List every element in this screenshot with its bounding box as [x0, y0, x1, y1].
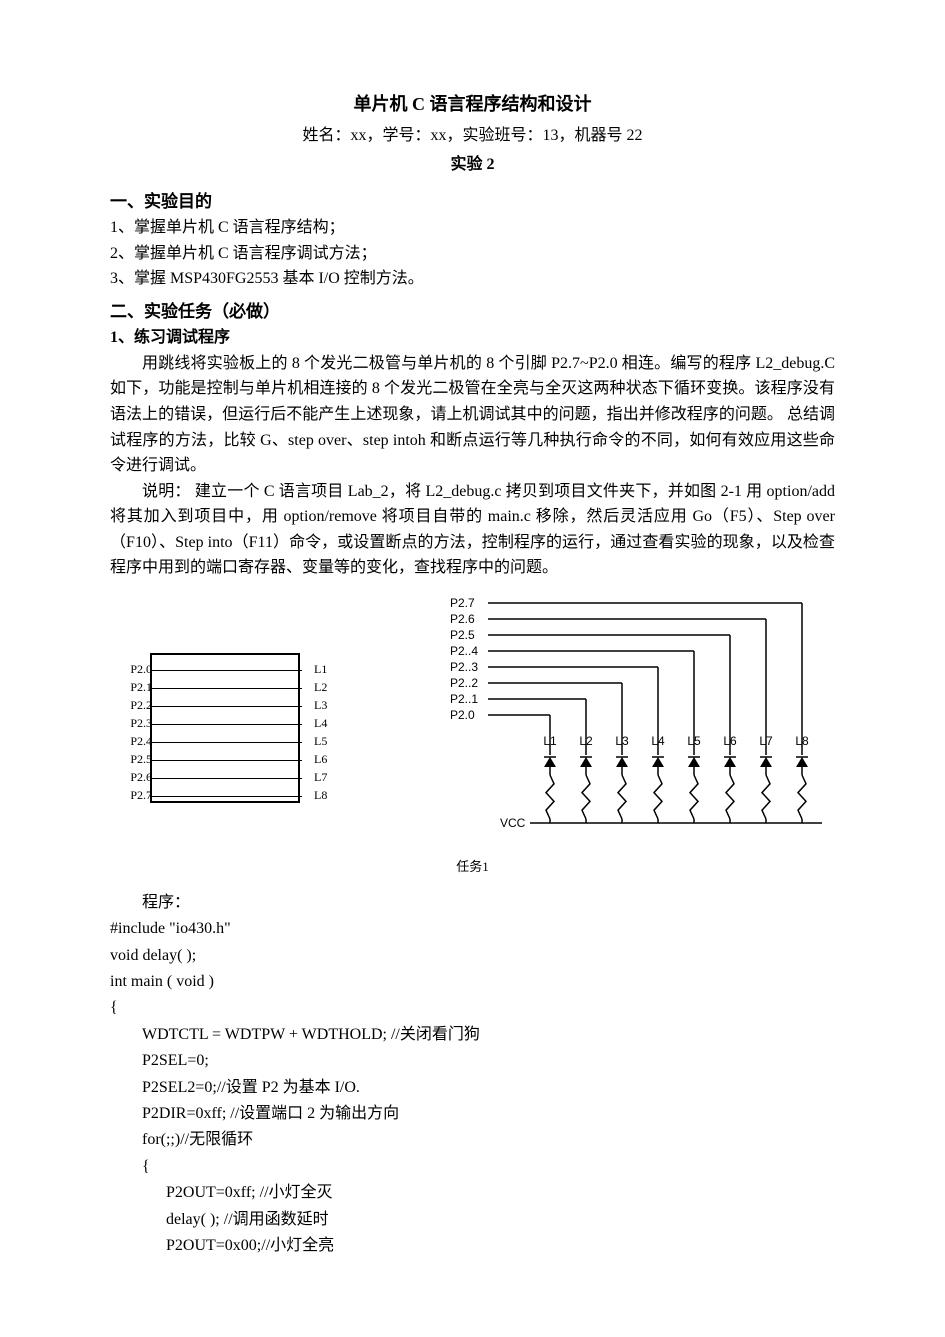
document-title: 单片机 C 语言程序结构和设计	[110, 90, 835, 119]
task-1-head: 1、练习调试程序	[110, 325, 835, 351]
code-line: P2OUT=0xff; //小灯全灭	[110, 1180, 835, 1206]
wire	[152, 706, 302, 707]
code-line: P2SEL2=0;//设置 P2 为基本 I/O.	[110, 1075, 835, 1101]
pin-row: P2.2 L3	[114, 697, 340, 715]
circuit-figure: P2.0L1P2.1L2P2.2L3P2.3L4P2.4L5P2.5L6P2.6…	[110, 593, 835, 853]
code-line: int main ( void )	[110, 969, 835, 995]
pin-label: P2.7	[118, 786, 156, 805]
pin-row: P2.3 L4	[114, 715, 340, 733]
svg-text:P2.0: P2.0	[450, 708, 475, 722]
svg-text:P2.7: P2.7	[450, 596, 475, 610]
svg-text:VCC: VCC	[500, 816, 526, 830]
wire	[152, 778, 302, 779]
section-1-head: 一、实验目的	[110, 188, 835, 215]
svg-text:P2.6: P2.6	[450, 612, 475, 626]
led-label: L7	[314, 768, 334, 787]
objective-item: 1、掌握单片机 C 语言程序结构；	[110, 215, 835, 241]
led-label: L4	[314, 714, 334, 733]
pin-label: P2.5	[118, 750, 156, 769]
task-1-para-1: 用跳线将实验板上的 8 个发光二极管与单片机的 8 个引脚 P2.7~P2.0 …	[110, 351, 835, 479]
code-line: {	[110, 995, 835, 1021]
led-label: L3	[314, 696, 334, 715]
code-line: void delay( );	[110, 943, 835, 969]
code-line: P2OUT=0x00;//小灯全亮	[110, 1233, 835, 1259]
objective-item: 2、掌握单片机 C 语言程序调试方法；	[110, 241, 835, 267]
pin-label: P2.1	[118, 678, 156, 697]
document-subtitle: 姓名：xx，学号：xx，实验班号：13，机器号 22	[110, 123, 835, 149]
pin-block-left: P2.0L1P2.1L2P2.2L3P2.3L4P2.4L5P2.5L6P2.6…	[150, 653, 300, 803]
pin-row: P2.4 L5	[114, 733, 340, 751]
svg-text:P2..1: P2..1	[450, 692, 478, 706]
pin-row: P2.6 L7	[114, 769, 340, 787]
wire	[152, 760, 302, 761]
svg-text:P2.5: P2.5	[450, 628, 475, 642]
wire	[152, 796, 302, 797]
code-line: P2SEL=0;	[110, 1048, 835, 1074]
code-line: {	[110, 1154, 835, 1180]
experiment-label: 实验 2	[110, 152, 835, 178]
code-line: P2DIR=0xff; //设置端口 2 为输出方向	[110, 1101, 835, 1127]
led-label: L5	[314, 732, 334, 751]
pin-label: P2.4	[118, 732, 156, 751]
code-listing: 程序： #include "io430.h"void delay( );int …	[110, 890, 835, 1259]
led-label: L2	[314, 678, 334, 697]
svg-text:P2..3: P2..3	[450, 660, 478, 674]
pin-row: P2.0 L1	[114, 661, 340, 679]
pin-label: P2.2	[118, 696, 156, 715]
svg-text:P2..4: P2..4	[450, 644, 478, 658]
pin-label: P2.0	[118, 660, 156, 679]
pin-row: P2.7 L8	[114, 787, 340, 805]
wire	[152, 688, 302, 689]
pin-label: P2.6	[118, 768, 156, 787]
led-label: L6	[314, 750, 334, 769]
pin-label: P2.3	[118, 714, 156, 733]
figure-caption: 任务1	[110, 857, 835, 878]
code-line: delay( ); //调用函数延时	[110, 1207, 835, 1233]
code-line: #include "io430.h"	[110, 916, 835, 942]
objective-item: 3、掌握 MSP430FG2553 基本 I/O 控制方法。	[110, 266, 835, 292]
code-label: 程序：	[110, 890, 835, 916]
pin-row: P2.1 L2	[114, 679, 340, 697]
code-line: WDTCTL = WDTPW + WDTHOLD; //关闭看门狗	[110, 1022, 835, 1048]
wire	[152, 670, 302, 671]
pin-row: P2.5 L6	[114, 751, 340, 769]
led-label: L8	[314, 786, 334, 805]
wire	[152, 724, 302, 725]
led-schematic-right: P2.7P2.6P2.5P2..4P2..3P2..2P2..1P2.0VCCL…	[410, 593, 840, 853]
wire	[152, 742, 302, 743]
task-1-para-2: 说明： 建立一个 C 语言项目 Lab_2，将 L2_debug.c 拷贝到项目…	[110, 479, 835, 581]
led-label: L1	[314, 660, 334, 679]
code-line: for(;;)//无限循环	[110, 1127, 835, 1153]
section-2-head: 二、实验任务（必做）	[110, 298, 835, 325]
svg-text:P2..2: P2..2	[450, 676, 478, 690]
